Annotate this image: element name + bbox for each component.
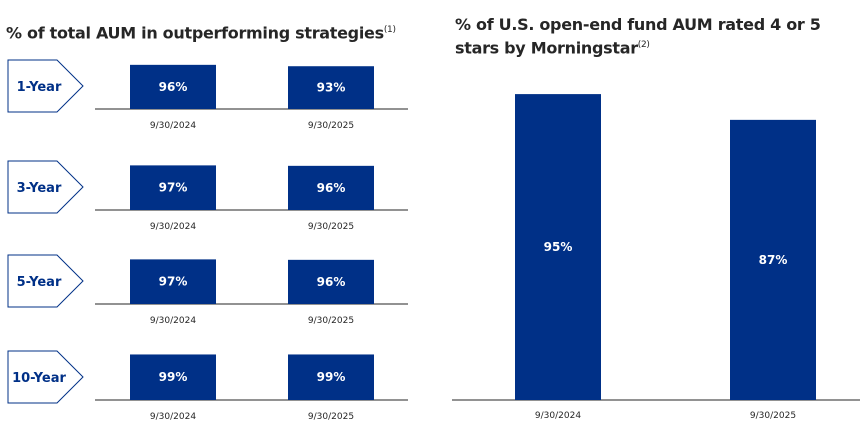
data-label: 95%: [544, 240, 573, 254]
bar: [288, 66, 374, 109]
x-tick-label: 9/30/2025: [308, 412, 354, 422]
bar: [730, 119, 816, 401]
x-tick-label: 9/30/2025: [750, 411, 796, 421]
right-chart-title: % of U.S. open-end fund AUM rated 4 or 5…: [455, 14, 855, 58]
bar: [288, 354, 374, 400]
period-label: 10-Year: [12, 371, 66, 386]
bar: [288, 165, 374, 210]
right-title-footnote: (2): [637, 40, 650, 50]
x-tick-label: 9/30/2025: [308, 222, 354, 232]
data-label: 96%: [317, 275, 346, 289]
x-tick-label: 9/30/2024: [150, 316, 196, 326]
data-label: 97%: [159, 275, 188, 289]
x-tick-label: 9/30/2024: [150, 412, 196, 422]
left-title-text: % of total AUM in outperforming strategi…: [6, 23, 384, 43]
bar: [288, 259, 374, 304]
bar: [130, 165, 216, 210]
data-label: 87%: [759, 253, 788, 267]
right-title-text: % of U.S. open-end fund AUM rated 4 or 5…: [455, 15, 821, 58]
x-tick-label: 9/30/2025: [308, 316, 354, 326]
period-label-box: [7, 254, 84, 308]
data-label: 97%: [159, 181, 188, 195]
data-label: 96%: [159, 80, 188, 94]
x-tick-label: 9/30/2024: [150, 121, 196, 131]
period-label: 3-Year: [17, 181, 62, 196]
data-label: 93%: [317, 81, 346, 95]
period-label: 1-Year: [17, 80, 62, 95]
x-tick-label: 9/30/2024: [535, 411, 581, 421]
x-tick-label: 9/30/2024: [150, 222, 196, 232]
left-chart-title: % of total AUM in outperforming strategi…: [6, 20, 396, 43]
x-tick-label: 9/30/2025: [308, 121, 354, 131]
period-label-box: [7, 350, 84, 404]
data-label: 99%: [317, 370, 346, 384]
period-label: 5-Year: [17, 275, 62, 290]
data-label: 99%: [159, 370, 188, 384]
bar: [130, 354, 216, 400]
period-label-box: [7, 59, 84, 113]
left-title-footnote: (1): [383, 25, 396, 35]
period-label-box: [7, 160, 84, 214]
bar: [130, 64, 216, 109]
bar: [515, 94, 601, 400]
data-label: 96%: [317, 181, 346, 195]
bar: [130, 259, 216, 304]
